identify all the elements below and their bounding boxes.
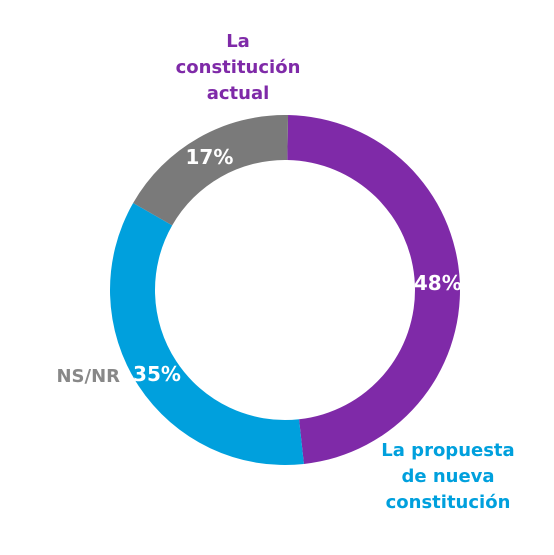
slice-category-label-line: actual bbox=[207, 83, 270, 104]
chart-value-labels: 48% 35% 17% bbox=[133, 145, 462, 386]
donut-slice-1 bbox=[287, 115, 460, 464]
slice-category-label-line: constitución bbox=[386, 492, 511, 513]
slice-category-label-3: NS/NR bbox=[56, 366, 120, 387]
slice-category-label-line: constitución bbox=[176, 57, 301, 78]
slice-category-label-1: La constitución actual bbox=[176, 31, 301, 104]
slice-value-label-1: 48% bbox=[414, 271, 462, 295]
slice-category-label-line: La bbox=[226, 31, 250, 52]
slice-category-label-line: de nueva bbox=[401, 466, 494, 487]
chart-category-labels: La constitución actual La propuesta de nueva… bbox=[56, 31, 514, 513]
slice-category-label-line: NS/NR bbox=[56, 366, 120, 387]
slice-value-label-3: 17% bbox=[185, 145, 233, 169]
slice-value-label-2: 35% bbox=[133, 362, 181, 386]
slice-category-label-line: La propuesta bbox=[381, 440, 514, 461]
donut-slice-2 bbox=[110, 203, 304, 466]
slice-category-label-2: La propuesta de nueva constitución bbox=[381, 440, 514, 513]
chart-slices bbox=[110, 115, 460, 466]
donut-slice-3 bbox=[133, 115, 289, 226]
